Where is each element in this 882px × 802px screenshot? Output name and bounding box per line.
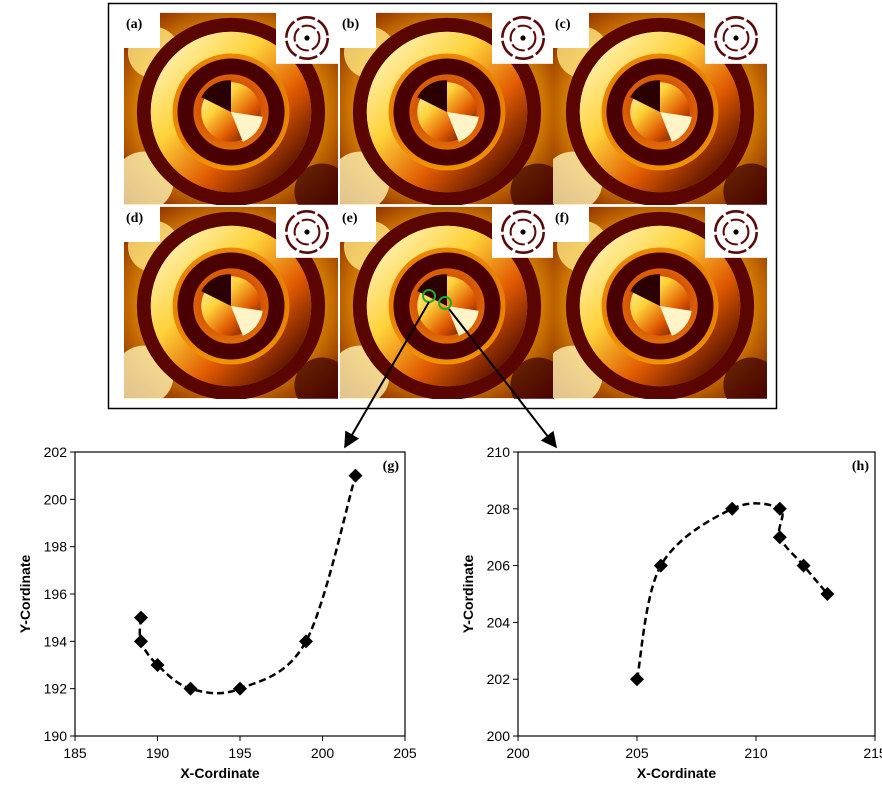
y-tick-label: 206 bbox=[487, 558, 511, 574]
panel-label: (a) bbox=[126, 17, 143, 32]
x-tick-label: 185 bbox=[63, 745, 87, 761]
x-tick-label: 210 bbox=[744, 745, 768, 761]
point bbox=[725, 502, 739, 516]
point bbox=[773, 530, 787, 544]
y-tick-label: 198 bbox=[44, 539, 68, 555]
panel-grid: (a) (b) (c) (d) (e) (f) bbox=[114, 12, 779, 413]
panel-label: (b) bbox=[342, 17, 359, 32]
point bbox=[654, 559, 668, 573]
inset-image bbox=[492, 12, 554, 64]
inset-image bbox=[276, 12, 338, 64]
y-tick-label: 200 bbox=[44, 491, 68, 507]
trend-line bbox=[637, 503, 827, 679]
trend-line bbox=[140, 476, 356, 694]
y-axis-label: Y-Cordinate bbox=[460, 555, 476, 634]
x-tick-label: 205 bbox=[625, 745, 649, 761]
x-axis-label: X-Cordinate bbox=[637, 765, 717, 781]
y-axis-label: Y-Cordinate bbox=[17, 555, 33, 634]
y-tick-label: 210 bbox=[487, 444, 511, 460]
inset-image bbox=[276, 206, 338, 258]
annotation: (g) bbox=[383, 459, 400, 474]
y-tick-label: 202 bbox=[487, 671, 511, 687]
point bbox=[773, 502, 787, 516]
x-tick-label: 215 bbox=[863, 745, 882, 761]
panel-label: (d) bbox=[126, 211, 143, 226]
x-tick-label: 200 bbox=[506, 745, 530, 761]
x-tick-label: 205 bbox=[393, 745, 417, 761]
point bbox=[184, 682, 198, 696]
point bbox=[134, 611, 148, 625]
y-tick-label: 208 bbox=[487, 501, 511, 517]
panel-label: (f) bbox=[555, 211, 569, 226]
panel-label: (c) bbox=[555, 17, 571, 32]
point bbox=[134, 634, 148, 648]
inset-image bbox=[705, 206, 767, 258]
inset-image bbox=[705, 12, 767, 64]
x-axis-label: X-Cordinate bbox=[180, 765, 260, 781]
annotation: (h) bbox=[852, 459, 869, 474]
point bbox=[299, 634, 313, 648]
y-tick-label: 192 bbox=[44, 681, 68, 697]
x-tick-label: 200 bbox=[311, 745, 335, 761]
point bbox=[349, 469, 363, 483]
panel-label: (e) bbox=[342, 211, 358, 226]
y-tick-label: 196 bbox=[44, 586, 68, 602]
y-tick-label: 194 bbox=[44, 633, 68, 649]
y-tick-label: 202 bbox=[44, 444, 68, 460]
x-tick-label: 195 bbox=[228, 745, 252, 761]
point bbox=[233, 682, 247, 696]
y-tick-label: 204 bbox=[487, 614, 511, 630]
y-tick-label: 200 bbox=[487, 728, 511, 744]
point bbox=[630, 672, 644, 686]
figure: (a)(b)(c)(d)(e)(f) 185190195200205190192… bbox=[0, 0, 882, 797]
y-tick-label: 190 bbox=[44, 728, 68, 744]
inset-image bbox=[492, 206, 554, 258]
x-tick-label: 190 bbox=[146, 745, 170, 761]
